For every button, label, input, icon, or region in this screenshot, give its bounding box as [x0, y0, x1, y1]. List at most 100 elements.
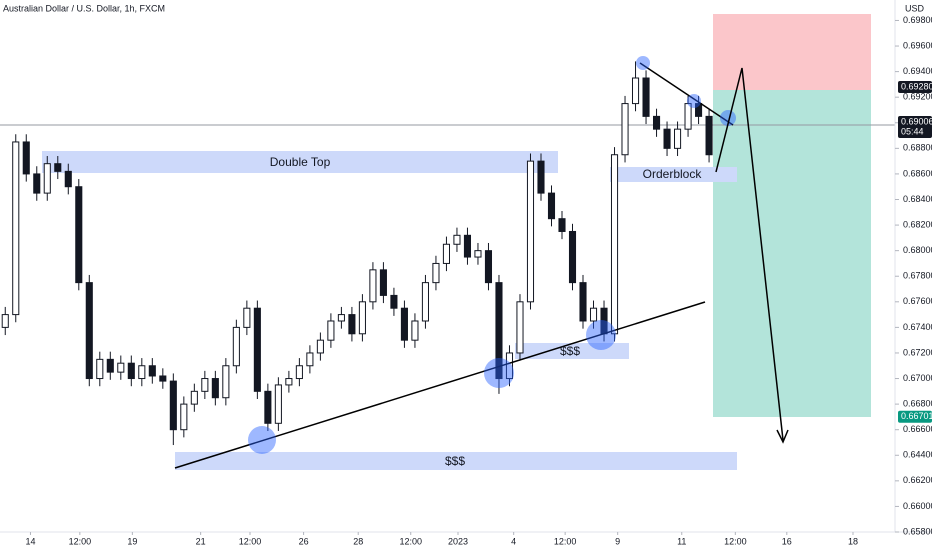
candle-body — [421, 282, 429, 322]
candle-body — [516, 301, 524, 354]
candle-body — [390, 294, 398, 309]
candle-body — [222, 365, 230, 399]
candle-body — [75, 186, 83, 284]
candle-body — [432, 262, 440, 284]
price-label: 0.69006 — [901, 116, 932, 126]
candle-body — [22, 141, 30, 175]
candle-body — [1, 314, 9, 328]
candle-body — [348, 314, 356, 335]
candle-body — [505, 352, 514, 380]
drawings-back — [0, 14, 895, 470]
x-tick-label: 11 — [677, 536, 686, 546]
candle-body — [652, 115, 661, 130]
annotation: Double Top — [270, 155, 331, 169]
candle-body — [663, 128, 671, 149]
projection-path — [715, 67, 784, 441]
candle-body — [138, 365, 146, 380]
x-tick-label: 26 — [299, 536, 309, 546]
x-tick-label: 21 — [196, 536, 206, 546]
orderblock-box — [610, 167, 737, 182]
candle-body — [547, 192, 556, 220]
candle-body — [33, 173, 41, 194]
double-top-box — [42, 151, 558, 173]
candle-body — [127, 362, 135, 380]
price-label-bg — [898, 410, 932, 423]
candle-body — [117, 362, 125, 373]
candle-body — [169, 380, 177, 431]
candle-body — [463, 234, 472, 258]
candle-body — [695, 103, 703, 117]
candle-body — [537, 160, 545, 194]
candle-body — [43, 163, 51, 194]
annotation: $$$ — [445, 454, 465, 468]
candle-body — [64, 170, 72, 188]
candle-body — [558, 218, 566, 232]
candle-body — [474, 250, 482, 258]
annotation: $$$ — [560, 344, 580, 358]
candle-body — [621, 103, 629, 156]
candle-body — [285, 378, 293, 386]
candle-body — [526, 160, 535, 303]
stop-zone — [713, 14, 871, 90]
candle-body — [232, 326, 240, 367]
trend-line — [639, 62, 734, 126]
candle-body — [190, 390, 198, 405]
candle-body — [106, 358, 114, 373]
y-tick-label: 0.65800 — [903, 526, 932, 536]
x-tick-label: 16 — [782, 536, 792, 546]
x-tick-label: 12:00 — [239, 536, 262, 546]
arrow-head — [776, 429, 789, 444]
axis-unit: USD — [905, 3, 925, 13]
price-label-bg — [898, 80, 932, 93]
candle-body — [674, 128, 682, 149]
x-tick-label: 12:00 — [399, 536, 422, 546]
highlight-circle — [484, 358, 514, 388]
candle-body — [96, 358, 104, 380]
target-zone — [713, 90, 871, 417]
x-tick-label: 2023 — [448, 536, 468, 546]
highlight-circle — [687, 94, 701, 108]
liquidity-box — [175, 452, 737, 470]
liquidity-box — [515, 343, 629, 359]
candle-body — [442, 243, 450, 264]
candle-body — [589, 307, 598, 322]
highlight-circle — [636, 56, 650, 70]
x-tick-label: 28 — [353, 536, 363, 546]
price-label: 0.66701 — [901, 411, 932, 421]
candle-body — [201, 378, 209, 392]
candle-body — [484, 250, 493, 284]
chart-title: Australian Dollar / U.S. Dollar, 1h, FXC… — [3, 3, 165, 13]
candle-body — [631, 77, 640, 105]
candle-body — [12, 141, 20, 316]
candle-body — [253, 307, 261, 392]
candle-body — [243, 307, 251, 328]
candle-body — [337, 314, 345, 322]
candle-body — [579, 282, 587, 322]
candle-body — [358, 301, 366, 335]
candle-body — [379, 269, 387, 296]
candle-body — [295, 365, 303, 380]
candle-body — [159, 375, 167, 382]
x-tick-label: 9 — [615, 536, 620, 546]
candle-body — [642, 77, 650, 117]
candle-body — [453, 234, 461, 245]
drawings-front: Double Top Orderblock $$$ $$$ — [174, 56, 789, 469]
price-label-time: 05:44 — [901, 126, 924, 136]
candles — [1, 61, 713, 446]
